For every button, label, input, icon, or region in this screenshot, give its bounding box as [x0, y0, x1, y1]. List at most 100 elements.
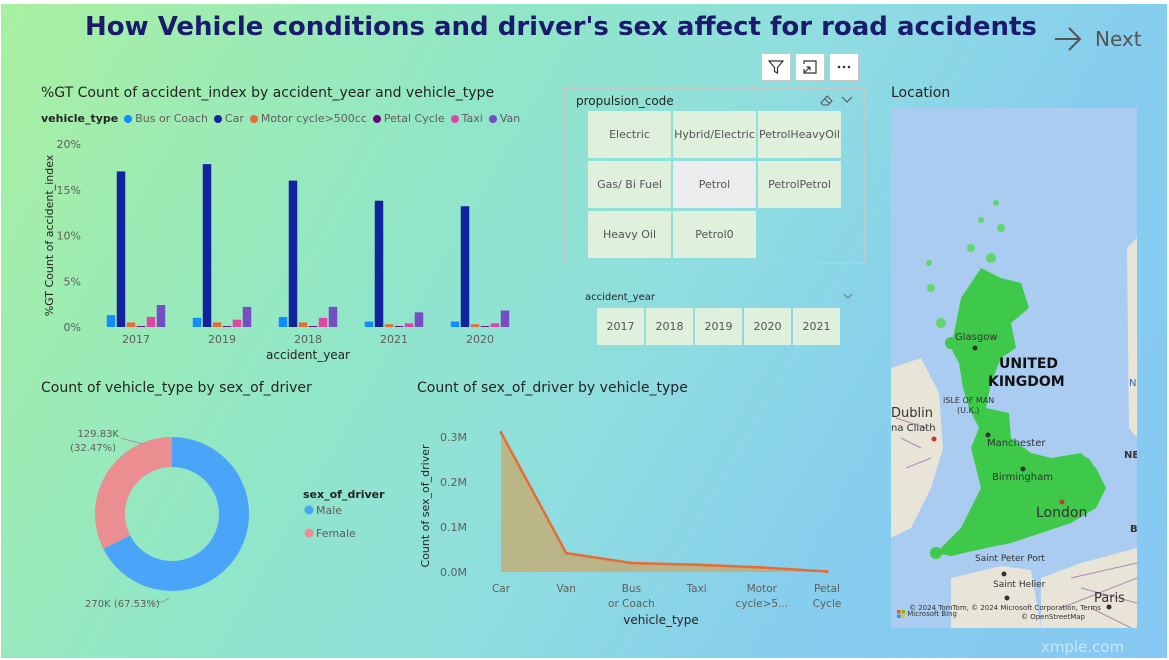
bar-bus-or-coach-2019: [192, 317, 202, 327]
report-canvas: How Vehicle conditions and driver's sex …: [1, 4, 1167, 658]
map-label-country-1: UNITED: [999, 356, 1059, 372]
bar-taxi-2019: [232, 319, 242, 327]
y-tick-label: 0.1M: [440, 521, 467, 534]
bar-petal-cycle-2019: [222, 326, 232, 327]
map-label-saint-helier: Saint Helier: [993, 580, 1046, 590]
x-tick-label: Motor cycle>5...: [735, 583, 788, 610]
filter-button[interactable]: [761, 53, 791, 81]
map-label-glasgow: Glasgow: [955, 332, 998, 343]
bar-taxi-2020: [490, 323, 500, 327]
map-label-isle-2: (U.K.): [957, 406, 980, 415]
x-tick-label: 2021: [380, 333, 408, 346]
legend-label-male: Male: [316, 504, 342, 517]
propulsion-option[interactable]: Gas/ Bi Fuel: [588, 161, 671, 208]
year-option-2020[interactable]: 2020: [744, 308, 791, 345]
bar-taxi-2021: [404, 323, 414, 327]
filter-icon: [767, 60, 785, 74]
data-point: [760, 566, 764, 569]
propulsion-option[interactable]: Electric: [588, 111, 671, 158]
map-label-dublin: Dublin: [891, 406, 933, 421]
bar-van-2017: [156, 305, 166, 327]
more-options-icon: [837, 65, 851, 69]
bar-car-2018: [288, 180, 298, 327]
bar-petal-cycle-2020: [480, 326, 490, 327]
legend-item-car[interactable]: Car: [213, 112, 244, 125]
x-tick-label: Bus or Coach: [608, 583, 655, 610]
propulsion-option[interactable]: Petrol: [673, 161, 756, 208]
area-fill: [501, 432, 827, 572]
data-point: [564, 551, 568, 555]
data-point: [695, 563, 699, 567]
data-point: [499, 431, 503, 434]
eraser-icon[interactable]: [819, 93, 835, 107]
y-tick-label: 5%: [64, 275, 81, 288]
y-tick-label: 15%: [57, 184, 81, 197]
propulsion-option[interactable]: Petrol0: [673, 211, 756, 258]
leader-line-male: [151, 597, 170, 603]
bar-bus-or-coach-2021: [364, 321, 374, 327]
legend-item-motorcycle[interactable]: Motor cycle>500cc: [249, 112, 367, 125]
x-tick-label: 2017: [122, 333, 150, 346]
more-options-button[interactable]: [829, 53, 859, 81]
donut-slice-male: [103, 437, 249, 591]
propulsion-option[interactable]: PetrolHeavy Oil: [758, 111, 841, 158]
area-chart: 0.3M 0.2M 0.1M 0.0M Count of sex_of_driver Ca…: [419, 431, 841, 627]
year-option-2021[interactable]: 2021: [793, 308, 840, 345]
chevron-down-icon[interactable]: [843, 292, 853, 300]
bar-petal-cycle-2017: [136, 326, 146, 327]
data-point: [825, 570, 829, 574]
legend-item-taxi[interactable]: Taxi: [450, 112, 483, 125]
x-axis-title: accident_year: [266, 348, 350, 362]
propulsion-option[interactable]: Hybrid/Electric: [673, 111, 756, 158]
propulsion-option[interactable]: Heavy Oil: [588, 211, 671, 258]
map-label-birmingham: Birmingham: [992, 472, 1053, 483]
legend-label-female: Female: [316, 527, 356, 540]
visual-header-toolbar: [761, 53, 859, 81]
legend-item-van[interactable]: Van: [488, 112, 520, 125]
location-map[interactable]: Glasgow UNITED KINGDOM ISLE OF MAN (U.K.…: [891, 108, 1137, 628]
map-label-ne: NE: [1124, 450, 1137, 461]
legend-item-bus[interactable]: Bus or Coach: [124, 112, 208, 125]
bar-petal-cycle-2018: [308, 326, 318, 327]
map-title: Location: [891, 85, 951, 101]
propulsion-option[interactable]: PetrolPetrol: [758, 161, 841, 208]
legend-dot-male: [304, 505, 314, 515]
page-title: How Vehicle conditions and driver's sex …: [85, 12, 1037, 42]
focus-mode-button[interactable]: [795, 53, 825, 81]
bar-van-2018: [328, 306, 338, 327]
bar-motor-cycle-500cc-2017: [126, 322, 136, 327]
next-button[interactable]: Next: [1053, 26, 1142, 52]
y-tick-label: 10%: [57, 230, 81, 243]
map-label-london: London: [1036, 505, 1088, 521]
bar-van-2020: [500, 310, 510, 327]
map-copyright[interactable]: © 2024 TomTom, © 2024 Microsoft Corporat…: [909, 604, 1101, 612]
map-label-country-2: KINGDOM: [988, 374, 1065, 390]
map-label-b: B: [1130, 524, 1137, 535]
arrow-right-icon: [1055, 27, 1082, 51]
map-label-n: N: [1129, 378, 1137, 389]
bar-bus-or-coach-2020: [450, 321, 460, 327]
bar-chart-legend: vehicle_type Bus or Coach Car Motor cycl…: [41, 112, 520, 125]
donut-chart: 129.83K (32.47%) 270K (67.53%) sex_of_drive…: [70, 429, 385, 610]
bar-car-2021: [374, 200, 384, 327]
donut-chart-title: Count of vehicle_type by sex_of_driver: [41, 380, 312, 396]
focus-mode-icon: [803, 60, 817, 74]
x-tick-label: Van: [556, 583, 575, 595]
x-tick-label: 2019: [208, 333, 236, 346]
year-option-2017[interactable]: 2017: [597, 308, 644, 345]
bar-van-2019: [242, 306, 252, 327]
x-tick-label: Car: [492, 583, 511, 595]
bar-van-2021: [414, 312, 424, 327]
year-option-2018[interactable]: 2018: [646, 308, 693, 345]
bar-car-2019: [202, 164, 212, 327]
chevron-down-icon[interactable]: [841, 94, 853, 104]
bar-petal-cycle-2021: [394, 326, 404, 327]
y-tick-label: 0.0M: [440, 566, 467, 579]
legend-dot-female: [304, 528, 314, 538]
map-osm-credit[interactable]: © OpenStreetMap: [1021, 613, 1085, 621]
year-slicer-title: accident_year: [585, 292, 655, 303]
legend-item-petal-cycle[interactable]: Petal Cycle: [372, 112, 445, 125]
y-axis-title: %GT Count of accident_index: [43, 154, 56, 316]
year-option-2019[interactable]: 2019: [695, 308, 742, 345]
legend-title: vehicle_type: [41, 112, 119, 125]
